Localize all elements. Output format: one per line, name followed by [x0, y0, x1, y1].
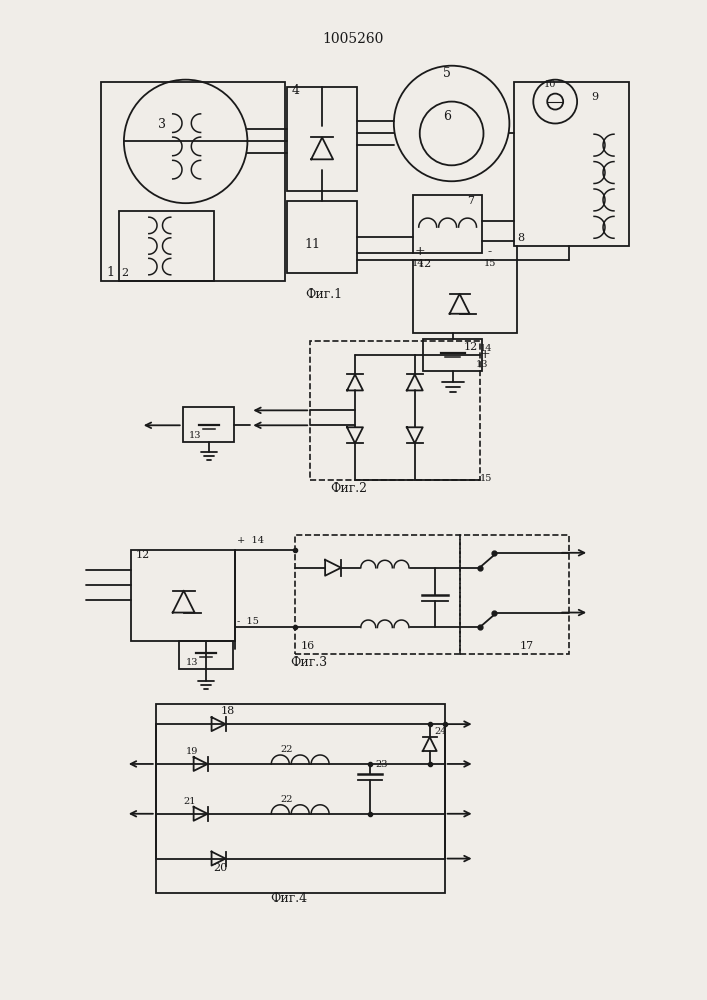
Bar — [101, 82, 285, 281]
Text: 24: 24 — [435, 727, 448, 736]
Text: 1005260: 1005260 — [322, 32, 384, 46]
Text: 15: 15 — [484, 259, 496, 268]
Bar — [179, 641, 233, 669]
Text: +  14: + 14 — [238, 536, 264, 545]
Text: 3: 3 — [158, 118, 165, 131]
Text: Фиг.4: Фиг.4 — [270, 892, 308, 905]
Text: Фиг.1: Фиг.1 — [305, 288, 342, 301]
Bar — [287, 87, 357, 191]
Text: 15: 15 — [479, 474, 492, 483]
Bar — [156, 704, 445, 893]
Text: 12: 12 — [136, 550, 150, 560]
Bar — [460, 535, 569, 654]
Text: 22: 22 — [280, 795, 293, 804]
Text: 18: 18 — [221, 706, 235, 716]
Text: 4: 4 — [291, 84, 299, 97]
Text: 7: 7 — [467, 196, 474, 206]
Text: 11: 11 — [304, 238, 320, 251]
Text: 14: 14 — [479, 344, 492, 353]
Bar — [119, 211, 214, 281]
Bar — [423, 339, 482, 371]
Text: 20: 20 — [214, 863, 228, 873]
Bar — [131, 550, 235, 641]
Text: 12: 12 — [464, 342, 478, 352]
Text: 12: 12 — [418, 259, 432, 269]
Text: 13: 13 — [186, 658, 198, 667]
Text: 5: 5 — [443, 67, 450, 80]
Text: 16: 16 — [300, 641, 315, 651]
Bar — [413, 260, 518, 333]
Text: 23: 23 — [375, 760, 387, 769]
Bar — [413, 195, 482, 253]
Text: 19: 19 — [186, 747, 198, 756]
Text: 10: 10 — [544, 80, 556, 89]
Text: 13: 13 — [476, 360, 488, 369]
Text: Фиг.3: Фиг.3 — [291, 656, 327, 669]
Text: Фиг.2: Фиг.2 — [330, 482, 367, 495]
Text: 22: 22 — [280, 745, 293, 754]
Text: 8: 8 — [518, 233, 525, 243]
Bar — [296, 535, 460, 654]
Text: 17: 17 — [520, 641, 534, 651]
Text: 2: 2 — [121, 268, 128, 278]
Text: 13: 13 — [189, 431, 201, 440]
Text: -  15: - 15 — [238, 617, 259, 626]
Text: 21: 21 — [184, 797, 196, 806]
Text: 14: 14 — [411, 259, 424, 268]
Text: +: + — [415, 245, 426, 258]
Bar — [515, 82, 629, 246]
Bar — [310, 341, 479, 480]
Text: 1: 1 — [106, 266, 114, 279]
Text: +: + — [479, 348, 490, 361]
Text: -: - — [487, 245, 491, 258]
Text: 9: 9 — [591, 92, 598, 102]
Bar — [287, 201, 357, 273]
Text: 6: 6 — [443, 110, 450, 123]
Bar — [182, 407, 235, 442]
